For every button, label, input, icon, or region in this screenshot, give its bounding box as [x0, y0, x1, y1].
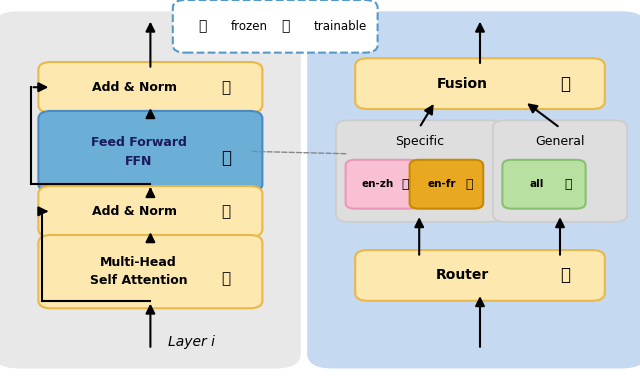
Text: en-zh: en-zh	[362, 179, 394, 189]
Text: Specific: Specific	[395, 135, 444, 148]
Text: Feed Forward: Feed Forward	[90, 136, 186, 149]
FancyBboxPatch shape	[502, 160, 586, 209]
Text: 🧊: 🧊	[221, 271, 230, 286]
Text: 🔥: 🔥	[560, 267, 570, 284]
Text: 🧊: 🧊	[221, 204, 230, 219]
FancyBboxPatch shape	[355, 250, 605, 301]
Text: Layer i: Layer i	[168, 335, 216, 349]
Text: 🧊: 🧊	[198, 19, 207, 33]
Text: Fusion: Fusion	[436, 77, 488, 91]
Text: 🔥: 🔥	[564, 178, 572, 191]
Text: frozen: frozen	[230, 20, 268, 33]
Text: Self Attention: Self Attention	[90, 274, 188, 287]
Text: Multi-Head: Multi-Head	[100, 256, 177, 270]
Text: all: all	[529, 179, 543, 189]
Text: 🔥: 🔥	[465, 178, 473, 191]
Text: 🔥: 🔥	[401, 178, 409, 191]
FancyBboxPatch shape	[173, 0, 378, 53]
FancyBboxPatch shape	[307, 11, 640, 368]
FancyBboxPatch shape	[0, 11, 301, 368]
Text: Add & Norm: Add & Norm	[92, 81, 177, 94]
FancyBboxPatch shape	[355, 58, 605, 109]
Text: en-fr: en-fr	[428, 179, 456, 189]
Text: FFN: FFN	[125, 155, 152, 168]
Text: 🔥: 🔥	[282, 19, 290, 33]
Text: Add & Norm: Add & Norm	[92, 205, 177, 218]
FancyBboxPatch shape	[38, 186, 262, 237]
Text: Router: Router	[435, 268, 489, 282]
FancyBboxPatch shape	[346, 160, 419, 209]
FancyBboxPatch shape	[493, 120, 627, 222]
Text: trainable: trainable	[314, 20, 367, 33]
FancyBboxPatch shape	[38, 111, 262, 192]
FancyBboxPatch shape	[336, 120, 502, 222]
FancyBboxPatch shape	[410, 160, 483, 209]
FancyBboxPatch shape	[38, 62, 262, 113]
FancyBboxPatch shape	[38, 235, 262, 308]
Text: 🔥: 🔥	[560, 75, 570, 92]
Text: General: General	[535, 135, 585, 148]
Text: 🧊: 🧊	[221, 80, 230, 95]
Text: 🔥: 🔥	[221, 149, 231, 167]
